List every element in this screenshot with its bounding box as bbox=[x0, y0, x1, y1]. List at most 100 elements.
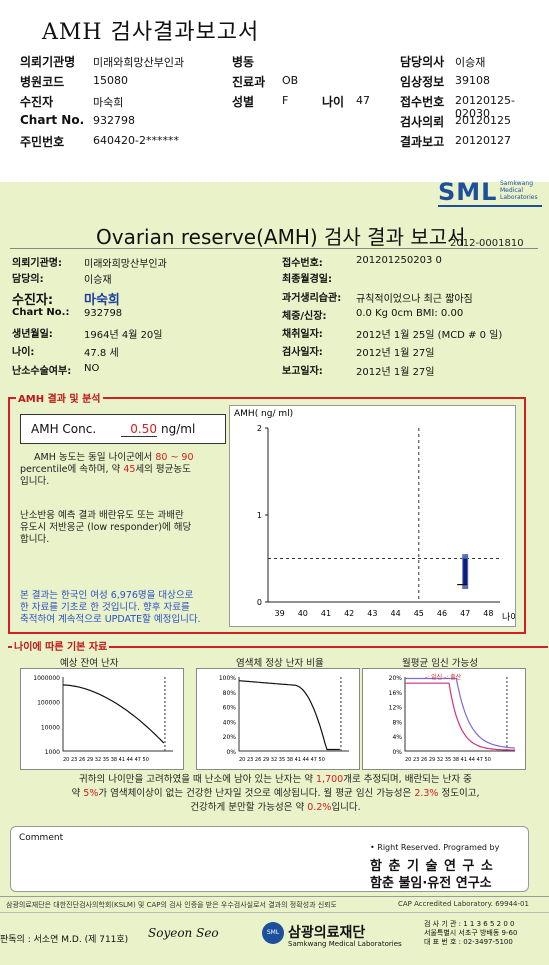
right-info-label: 체중/신장: bbox=[282, 311, 327, 322]
mini-x-ticks: 20 23 26 29 32 35 38 41 44 47 50 bbox=[405, 757, 491, 763]
mini-y-tick: 0% bbox=[392, 749, 402, 756]
p1a: AMH 농도는 동일 나이군에서 bbox=[34, 452, 153, 463]
amh-y-tick: 2 bbox=[257, 424, 262, 433]
p2-line2: 유도시 저반응군 (low responder)에 해당 bbox=[20, 522, 192, 533]
footer-divider bbox=[0, 896, 549, 897]
mini-y-tick: 4% bbox=[392, 734, 402, 741]
amh-x-tick: 42 bbox=[344, 609, 354, 618]
mini-y-tick: 0% bbox=[226, 749, 236, 756]
mini-y-tick: 10000 bbox=[41, 724, 60, 731]
amh-x-label: 나이 bbox=[502, 612, 515, 623]
amh-x-tick: 44 bbox=[391, 609, 401, 618]
right-info-value: 2012년 1월 25일 (MCD # 0 일) bbox=[356, 330, 503, 341]
left-info-label: 의뢰기관명: bbox=[12, 258, 62, 269]
header-value: 932798 bbox=[93, 114, 135, 127]
p3-line2: 한 자료를 기초로 한 것입니다. 향후 자료를 bbox=[20, 602, 190, 613]
amh-x-tick: 47 bbox=[460, 609, 470, 618]
sml-seal-icon: SML bbox=[262, 922, 284, 944]
footer-divider-2 bbox=[0, 912, 549, 913]
doctor-line: 판독의 : 서소연 M.D. (제 711호) bbox=[0, 935, 129, 945]
header-label: 병동 bbox=[232, 55, 255, 69]
logo-underline bbox=[438, 205, 542, 207]
left-info-value: 932798 bbox=[84, 308, 123, 319]
mini-chart-title: 월평균 임신 가능성 bbox=[402, 658, 478, 669]
header-value: 20120125-02030 bbox=[455, 94, 515, 120]
right-info-label: 과거생리습관: bbox=[282, 293, 342, 304]
amh-y-tick: 1 bbox=[257, 511, 262, 520]
footer-note: 삼광의료재단은 대한진단검사의학회(KSLM) 및 CAP의 검사 인증을 받은… bbox=[6, 901, 336, 909]
mini-axis bbox=[404, 677, 515, 752]
right-info-label: 최종월경일: bbox=[282, 274, 332, 285]
header-label: 검사의뢰 bbox=[400, 115, 445, 129]
section2-title: 나이에 따른 기본 자료 bbox=[12, 638, 110, 653]
report-title: AMH 검사결과보고서 bbox=[42, 20, 260, 45]
amh-percentile-core bbox=[463, 558, 468, 585]
sum-eggs: 1,700 bbox=[316, 774, 344, 785]
phone: 대 표 번 호 : 02-3497-5100 bbox=[424, 938, 513, 946]
right-info-value: 201201250203 0 bbox=[356, 255, 442, 266]
amh-conc-unit: ng/ml bbox=[161, 422, 196, 436]
org-research-1: 함 춘 기 술 연 구 소 bbox=[370, 859, 494, 874]
amh-section-title: AMH 결과 및 분석 bbox=[16, 390, 103, 405]
summary-text: 귀하의 나이만을 고려하였을 때 난소에 남아 있는 난자는 약 1,700개로… bbox=[18, 773, 533, 815]
amh-x-tick: 39 bbox=[275, 609, 285, 618]
mini-legend: -: 임신 -: 출산 bbox=[425, 673, 462, 681]
foundation-name-en: Samkwang Medical Laboratories bbox=[288, 940, 402, 948]
header-label: 의뢰기관명 bbox=[20, 55, 76, 69]
p1-age: 45 bbox=[123, 464, 136, 475]
amh-response-text: 난소반응 예측 결과 배란유도 또는 과배란 유도시 저반응군 (low res… bbox=[20, 510, 226, 546]
header-label: 진료과 bbox=[232, 75, 266, 89]
amh-x-tick: 40 bbox=[298, 609, 308, 618]
header-value: F bbox=[282, 94, 289, 107]
mini-y-tick: 20% bbox=[223, 734, 237, 741]
p1b: percentile에 속하며, 약 bbox=[20, 464, 121, 475]
sum-a: 귀하의 나이만을 고려하였을 때 난소에 남아 있는 난자는 약 bbox=[79, 774, 313, 785]
mini-y-tick: 60% bbox=[223, 705, 237, 712]
header-value: 20120127 bbox=[455, 134, 511, 147]
left-info-label: 수진자: bbox=[12, 293, 54, 308]
amh-y-label: AMH( ng/ ml) bbox=[234, 409, 293, 419]
mini-y-tick: 12% bbox=[389, 705, 403, 712]
amh-x-tick: 41 bbox=[321, 609, 331, 618]
mini-curve-pregnancy bbox=[405, 677, 516, 749]
p1c: 세의 평균농도 bbox=[135, 464, 191, 475]
mini-y-tick: 1000000 bbox=[33, 675, 60, 682]
sum-d: 가 염색체이상이 없는 건강한 난자일 것으로 예상됩니다. 월 평균 임신 가… bbox=[98, 788, 412, 799]
p2-line1: 난소반응 예측 결과 배란유도 또는 과배란 bbox=[20, 510, 184, 521]
mini-chart-title: 염색체 정상 난자 비율 bbox=[236, 658, 324, 669]
mini-axis bbox=[62, 677, 173, 752]
mini-y-tick: 40% bbox=[223, 719, 237, 726]
mini-chart: 100% 80% 60% 40% 20% 0% 20 23 26 29 32 35 38 4… bbox=[196, 668, 360, 770]
sml-sub-2: Medical bbox=[500, 187, 523, 194]
header-value: 이승재 bbox=[455, 56, 486, 69]
p1-range: 80 ~ 90 bbox=[155, 452, 194, 463]
sum-f: 건강하게 분만할 가능성은 약 bbox=[190, 802, 305, 813]
address: 서울특별시 서초구 방배동 9-60 bbox=[424, 929, 518, 937]
right-info-value: 규칙적이었으나 최근 짧아짐 bbox=[356, 294, 473, 305]
section2-line bbox=[8, 646, 548, 648]
amh-y-tick: 0 bbox=[257, 598, 262, 607]
mini-chart-svg: 20% 16% 12% 8% 4% 0%20 23 26 29 32 35 38 41 4… bbox=[389, 673, 516, 763]
mini-y-tick: 100% bbox=[219, 675, 236, 682]
header-label: Chart No. bbox=[20, 113, 85, 127]
header-value: 미래와희망산부인과 bbox=[93, 56, 185, 69]
amh-x-tick: 43 bbox=[367, 609, 377, 618]
mini-chart-title: 예상 잔여 난자 bbox=[60, 658, 119, 669]
signature: Soyeon Seo bbox=[148, 926, 219, 940]
cap-note: CAP Accredited Laboratory. 69944-01 bbox=[398, 900, 529, 908]
mini-x-ticks: 20 23 26 29 32 35 38 41 44 47 50 bbox=[63, 757, 149, 763]
comment-box: Comment bbox=[10, 826, 529, 892]
header-label: 결과보고 bbox=[400, 135, 445, 149]
amh-data-note: 본 결과는 한국인 여성 6,976명을 대상으로 한 자료를 기초로 한 것입… bbox=[20, 590, 230, 626]
p2-line3: 합니다. bbox=[20, 534, 50, 545]
sheet-title: Ovarian reserve(AMH) 검사 결과 보고서 bbox=[96, 225, 466, 249]
left-info-label: 난소수술여부: bbox=[12, 366, 72, 377]
contact-block: 검 사 기 관 : 1 1 3 6 5 2 0 0 서울특별시 서초구 방배동 … bbox=[424, 920, 517, 947]
sum-pct1: 5% bbox=[83, 788, 99, 799]
right-info-label: 보고일자: bbox=[282, 366, 323, 377]
left-info-label: Chart No.: bbox=[12, 307, 70, 318]
right-info-value: 2012년 1월 27일 bbox=[356, 348, 435, 359]
mini-x-ticks: 20 23 26 29 32 35 38 41 44 47 50 bbox=[239, 757, 325, 763]
amh-x-tick: 45 bbox=[414, 609, 424, 618]
mini-y-tick: 100000 bbox=[37, 700, 60, 707]
